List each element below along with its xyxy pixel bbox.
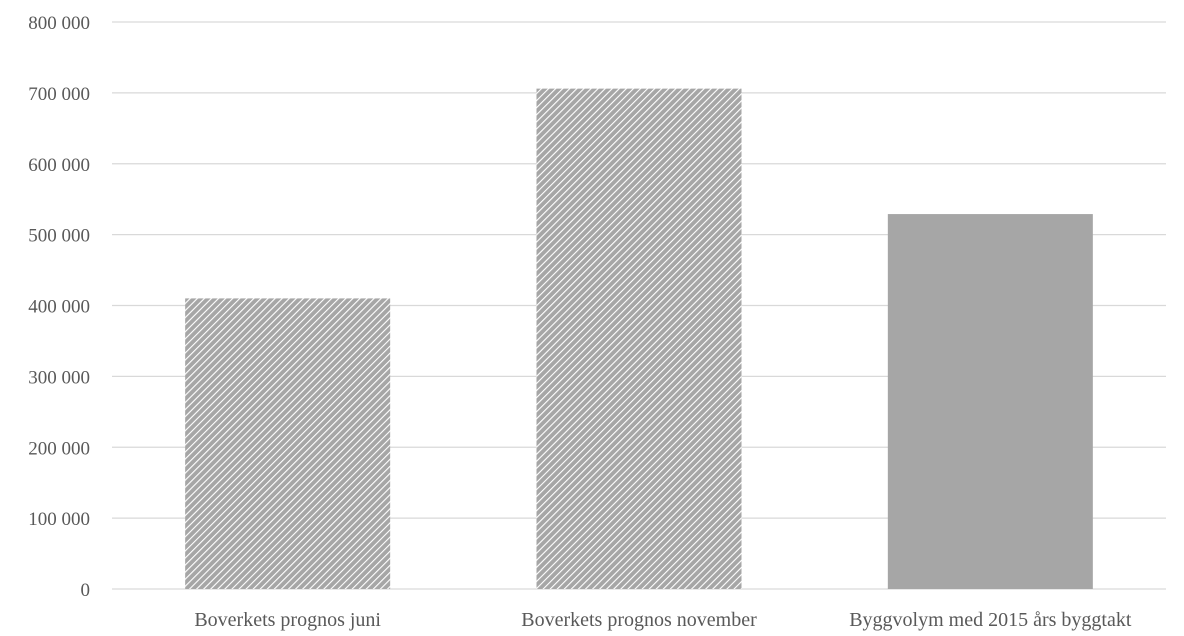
y-tick-label: 400 000 (28, 297, 90, 318)
bar-3 (887, 214, 1093, 590)
x-category-label: Boverkets prognos november (521, 609, 757, 631)
y-tick-label: 600 000 (28, 155, 90, 176)
y-tick-label: 800 000 (28, 13, 90, 34)
y-tick-label: 200 000 (28, 438, 90, 459)
bars (185, 88, 1093, 590)
x-category-label: Byggvolym med 2015 års byggtakt (849, 609, 1132, 631)
y-axis-tick-labels: 0 100 000 200 000 300 000 400 000 500 000 600 … (28, 13, 90, 601)
bar-1 (185, 298, 391, 589)
y-tick-label: 500 000 (28, 226, 90, 247)
y-tick-label: 300 000 (28, 367, 90, 388)
y-tick-label: 0 (81, 580, 91, 601)
y-tick-label: 100 000 (28, 509, 90, 530)
x-category-label: Boverkets prognos juni (194, 609, 381, 631)
y-tick-label: 700 000 (28, 84, 90, 105)
bar-2 (536, 88, 742, 589)
x-axis-category-labels: Boverkets prognos juni Boverkets prognos … (194, 609, 1132, 631)
